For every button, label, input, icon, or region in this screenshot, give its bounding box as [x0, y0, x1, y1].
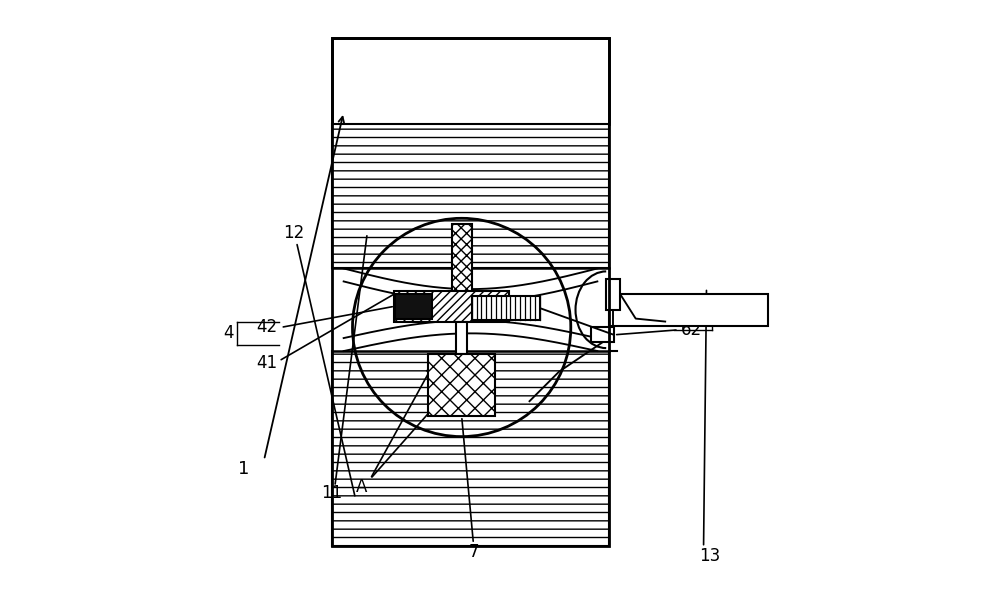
Text: 42: 42 — [256, 319, 278, 336]
Bar — [428, 354, 495, 416]
Bar — [591, 327, 614, 342]
Bar — [395, 294, 432, 319]
Text: 7: 7 — [468, 543, 479, 560]
Text: 11: 11 — [321, 484, 342, 502]
Text: A: A — [356, 478, 367, 496]
Bar — [606, 279, 620, 310]
Text: 1: 1 — [238, 460, 249, 478]
Bar — [472, 296, 540, 320]
Bar — [332, 38, 609, 546]
Bar — [452, 224, 472, 310]
Bar — [456, 322, 467, 354]
Text: 63: 63 — [681, 301, 702, 319]
Text: 4: 4 — [223, 324, 234, 342]
Bar — [332, 38, 609, 124]
Text: 6: 6 — [716, 313, 726, 330]
Bar — [472, 296, 540, 320]
Text: 12: 12 — [283, 224, 304, 242]
Bar — [332, 268, 609, 351]
Bar — [332, 351, 609, 546]
Bar — [394, 291, 509, 322]
Text: 62: 62 — [681, 322, 702, 339]
Text: 13: 13 — [699, 547, 720, 565]
Bar — [332, 124, 609, 268]
Text: 41: 41 — [256, 354, 278, 372]
Bar — [609, 294, 768, 326]
